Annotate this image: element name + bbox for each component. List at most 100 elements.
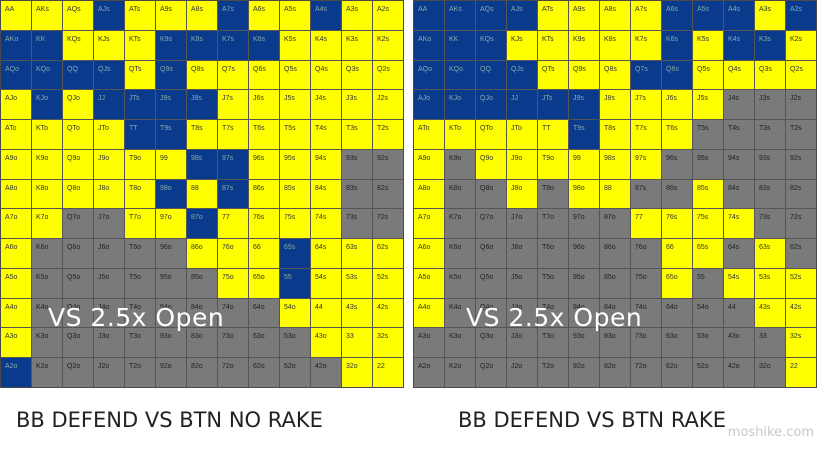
hand-label: A4s — [728, 6, 741, 13]
hand-label: J6o — [511, 244, 523, 252]
hand-cell: 97s — [631, 149, 661, 179]
hand-label: K2o — [449, 363, 462, 371]
hand-label: 75s — [697, 214, 709, 222]
hand-label: 72s — [790, 214, 802, 222]
hand-cell: K6o — [445, 239, 475, 268]
hand-label: QQ — [480, 65, 491, 73]
hand-cell: 73o — [218, 328, 248, 358]
hand-label: JTs — [129, 95, 140, 103]
hand-label: QTo — [67, 125, 80, 133]
hand-cell: J7o — [507, 209, 537, 239]
hand-label: 64o — [253, 303, 265, 311]
hand-label: J8o — [511, 184, 523, 192]
hand-cell: AKo — [414, 30, 444, 60]
hand-label: 82o — [604, 363, 616, 371]
hand-cell: T8o — [125, 179, 155, 209]
hand-label: 83s — [346, 184, 358, 192]
hand-label: 32s — [377, 333, 389, 341]
hand-cell: AA — [414, 1, 444, 30]
hand-cell: 96o — [156, 239, 186, 268]
hand-label: J2s — [790, 95, 801, 103]
hand-label: 97o — [573, 214, 585, 222]
hand-label: AQo — [5, 65, 20, 73]
hand-label: J5o — [98, 273, 110, 281]
hand-cell: T4o — [538, 298, 568, 328]
hand-label: Q4o — [67, 303, 81, 311]
hand-label: J3o — [98, 333, 110, 341]
hand-label: T2s — [377, 125, 389, 133]
hand-label: K4o — [449, 303, 462, 311]
hand-label: 92o — [160, 363, 172, 371]
hand-cell: 95o — [569, 268, 599, 298]
hand-cell: T9o — [538, 149, 568, 179]
hand-label: 95o — [573, 273, 585, 281]
hand-cell: 72s — [373, 209, 403, 239]
hand-label: K7o — [36, 214, 49, 222]
hand-label: 83o — [604, 333, 616, 341]
hand-cell: 87s — [218, 179, 248, 209]
hand-label: A3o — [418, 333, 431, 341]
hand-cell: ATs — [538, 1, 568, 30]
hand-label: 77 — [222, 214, 230, 222]
hand-label: AKs — [449, 6, 462, 13]
hand-label: 76s — [666, 214, 678, 222]
hand-cell: J9o — [94, 149, 124, 179]
hand-label: JJ — [98, 95, 105, 103]
hand-cell: 53s — [342, 268, 372, 298]
hand-label: A5s — [284, 6, 297, 13]
hand-label: K4s — [315, 35, 328, 43]
hand-cell: QQ — [476, 60, 506, 90]
hand-label: J6o — [98, 244, 110, 252]
hand-cell: JTs — [125, 90, 155, 120]
hand-cell: J8o — [507, 179, 537, 209]
hand-label: AJo — [5, 95, 18, 103]
hand-label: 33 — [346, 333, 354, 341]
hand-cell: T2o — [538, 358, 568, 387]
watermark: moshike.com — [727, 425, 814, 440]
hand-cell: 84s — [724, 179, 754, 209]
hand-cell: QTs — [538, 60, 568, 90]
hand-cell: 73s — [342, 209, 372, 239]
hand-cell: 94s — [311, 149, 341, 179]
hand-cell: 43o — [311, 328, 341, 358]
hand-cell: 87o — [187, 209, 217, 239]
hand-label: T3s — [759, 125, 771, 133]
hand-cell: 98o — [156, 179, 186, 209]
hand-cell: T5s — [280, 120, 310, 149]
hand-label: K8o — [449, 184, 462, 192]
hand-label: 97s — [635, 154, 647, 162]
hand-label: QQ — [67, 65, 78, 73]
hand-label: Q8o — [480, 184, 494, 192]
hand-cell: J7s — [631, 90, 661, 120]
hand-label: JJ — [511, 95, 518, 103]
hand-label: Q4s — [728, 65, 741, 73]
hand-label: 62s — [790, 244, 802, 252]
hand-label: 62s — [377, 244, 389, 252]
hand-label: T5o — [542, 273, 555, 281]
hand-cell: 97o — [156, 209, 186, 239]
hand-label: T9o — [129, 154, 142, 162]
hand-cell: 62o — [249, 358, 279, 387]
hand-cell: Q5o — [63, 268, 93, 298]
hand-label: 85o — [191, 273, 203, 281]
hand-label: A7s — [222, 6, 235, 13]
hand-label: Q2s — [377, 65, 390, 73]
hand-label: 96o — [573, 244, 585, 252]
hand-label: 88 — [604, 184, 612, 192]
hand-cell: 55 — [280, 268, 310, 298]
hand-cell: T7s — [631, 120, 661, 149]
hand-cell: T9s — [569, 120, 599, 149]
hand-label: A2o — [418, 363, 431, 371]
hand-label: 32s — [790, 333, 802, 341]
hand-label: 74o — [222, 303, 234, 311]
hand-cell: 43s — [342, 298, 372, 328]
hand-label: 22 — [790, 363, 798, 371]
hand-label: J8s — [191, 95, 202, 103]
hand-cell: KK — [32, 30, 62, 60]
hand-cell: 53s — [755, 268, 785, 298]
hand-cell: 99 — [156, 149, 186, 179]
hand-label: AKo — [418, 35, 432, 43]
hand-label: 54o — [697, 303, 709, 311]
hand-cell: 86s — [662, 179, 692, 209]
hand-label: T2o — [542, 363, 555, 371]
